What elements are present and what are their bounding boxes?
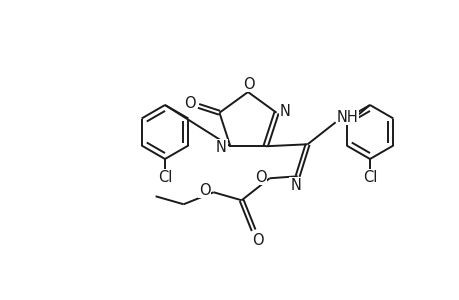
Text: N: N: [215, 140, 226, 155]
Text: Cl: Cl: [362, 170, 376, 185]
Text: NH: NH: [336, 110, 358, 125]
Text: O: O: [254, 170, 266, 185]
Text: N: N: [280, 104, 291, 119]
Text: O: O: [198, 183, 210, 198]
Text: O: O: [251, 233, 263, 248]
Text: N: N: [290, 178, 301, 193]
Text: Cl: Cl: [157, 170, 172, 185]
Text: O: O: [184, 96, 196, 111]
Text: O: O: [243, 76, 254, 92]
